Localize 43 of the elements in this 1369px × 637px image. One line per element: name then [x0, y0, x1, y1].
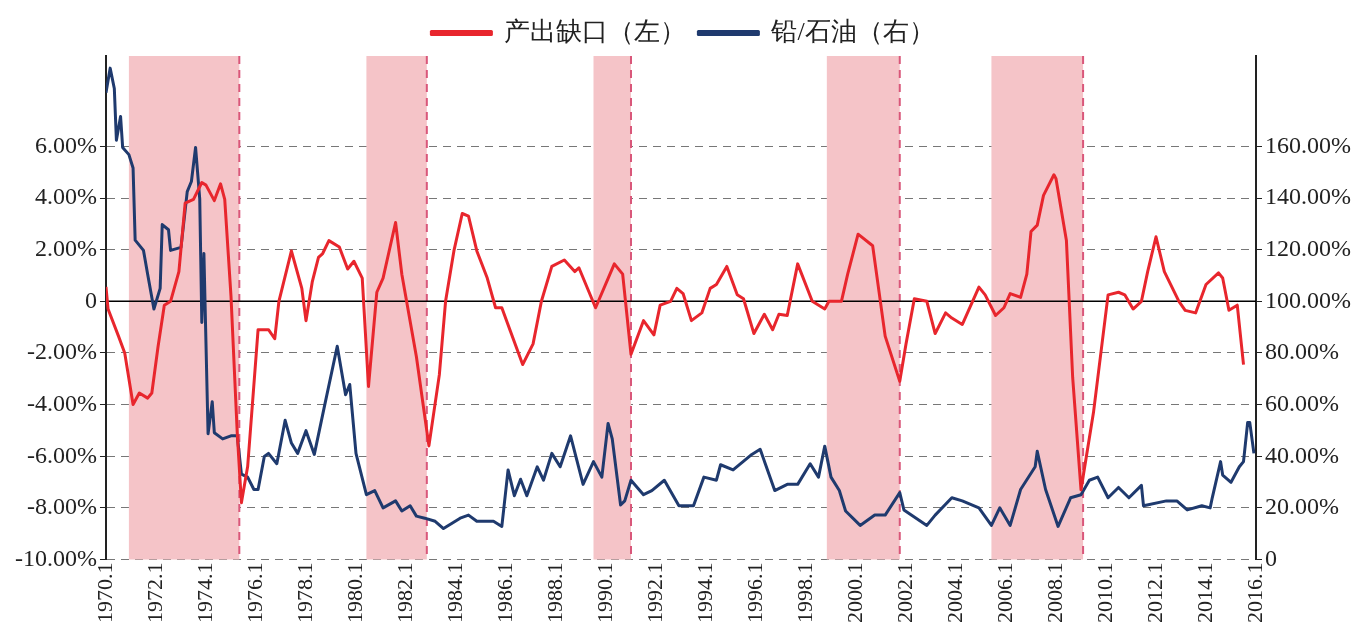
- x-tick-label: 2010.1: [1091, 562, 1117, 623]
- y2-tick-label: 60.00%: [1265, 389, 1340, 416]
- x-tick-label: 1974.1: [191, 562, 217, 623]
- x-tick-label: 1984.1: [441, 562, 467, 623]
- y-tick-label: -10.00%: [15, 544, 97, 571]
- y-tick-label: 0: [84, 286, 97, 313]
- y-tick-label: -4.00%: [27, 389, 97, 416]
- y-tick-label: -2.00%: [27, 338, 97, 365]
- x-tick-label: 2016.1: [1241, 562, 1267, 623]
- x-tick-label: 1994.1: [691, 562, 717, 623]
- legend-label: 产出缺口（左）: [504, 16, 687, 46]
- x-tick-label: 1972.1: [141, 562, 167, 623]
- x-tick-label: 1980.1: [341, 562, 367, 623]
- x-tick-label: 2000.1: [841, 562, 867, 623]
- x-tick-label: 1998.1: [791, 562, 817, 623]
- y-tick-label: 2.00%: [34, 234, 97, 261]
- y-tick-label: 6.00%: [34, 131, 97, 158]
- y2-tick-label: 140.00%: [1265, 183, 1352, 210]
- x-tick-label: 2008.1: [1041, 562, 1067, 623]
- legend-label: 铅/石油（右）: [770, 16, 935, 46]
- y-tick-label: -6.00%: [27, 441, 97, 468]
- x-tick-label: 1988.1: [541, 562, 567, 623]
- y2-tick-label: 80.00%: [1265, 338, 1340, 365]
- x-tick-label: 1982.1: [391, 562, 417, 623]
- y-tick-label: -8.00%: [27, 493, 97, 520]
- y2-tick-label: 40.00%: [1265, 441, 1340, 468]
- x-tick-label: 1976.1: [241, 562, 267, 623]
- y2-tick-label: 0: [1265, 544, 1278, 571]
- x-tick-label: 1978.1: [291, 562, 317, 623]
- y-tick-label: 4.00%: [34, 183, 97, 210]
- x-tick-label: 2004.1: [941, 562, 967, 623]
- x-tick-label: 2002.1: [891, 562, 917, 623]
- y2-tick-label: 160.00%: [1265, 131, 1352, 158]
- y2-tick-label: 20.00%: [1265, 493, 1340, 520]
- x-tick-label: 2006.1: [991, 562, 1017, 623]
- y2-tick-label: 100.00%: [1265, 286, 1352, 313]
- x-tick-label: 2012.1: [1141, 562, 1167, 623]
- y2-tick-label: 120.00%: [1265, 234, 1352, 261]
- x-tick-label: 1990.1: [591, 562, 617, 623]
- x-tick-label: 2014.1: [1191, 562, 1217, 623]
- x-tick-label: 1986.1: [491, 562, 517, 623]
- x-tick-label: 1992.1: [641, 562, 667, 623]
- x-tick-label: 1996.1: [741, 562, 767, 623]
